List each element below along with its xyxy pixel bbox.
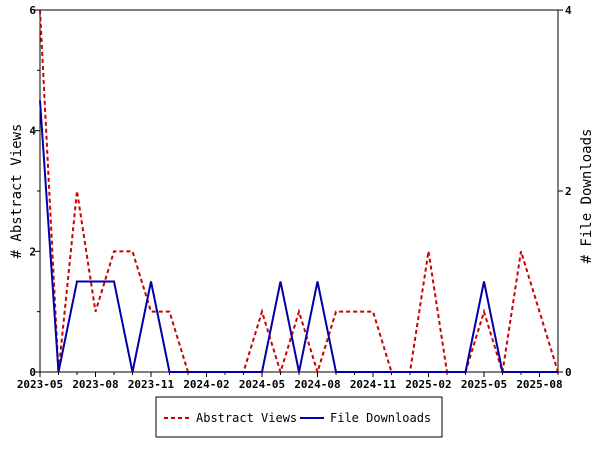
x-tick-label: 2023-08 [72, 378, 118, 391]
x-tick-label: 2024-02 [183, 378, 229, 391]
y-axis-right-title: # File Downloads [579, 129, 595, 264]
y-left-tick-label: 6 [29, 4, 36, 17]
axes: 0 2 4 6 0 2 4 2023-05 2023-08 2023-11 2024-02 2024-… [17, 4, 572, 391]
x-tick-label: 2024-11 [350, 378, 397, 391]
x-tick-label: 2024-08 [294, 378, 340, 391]
plot-area [39, 9, 559, 373]
y-left-tick-label: 0 [29, 366, 36, 379]
y-left-tick-label: 2 [29, 245, 36, 258]
x-tick-label: 2024-05 [239, 378, 285, 391]
legend-label-abstract-views: Abstract Views [196, 411, 297, 425]
y-left-tick-label: 4 [29, 125, 36, 138]
plot-frame [39, 9, 559, 373]
x-tick-label: 2023-11 [128, 378, 175, 391]
y-right-tick-label: 0 [565, 366, 572, 379]
x-tick-label: 2023-05 [17, 378, 63, 391]
legend: Abstract Views File Downloads [155, 396, 443, 438]
y-right-tick-label: 4 [565, 4, 572, 17]
legend-label-file-downloads: File Downloads [330, 411, 431, 425]
series-line-abstract-views [39, 9, 559, 376]
y-right-tick-label: 2 [565, 185, 572, 198]
x-tick-label: 2025-08 [516, 378, 562, 391]
x-tick-label: 2025-02 [405, 378, 451, 391]
y-axis-left-title: # Abstract Views [9, 124, 25, 259]
x-tick-label: 2025-05 [461, 378, 507, 391]
legend-box [155, 396, 443, 438]
